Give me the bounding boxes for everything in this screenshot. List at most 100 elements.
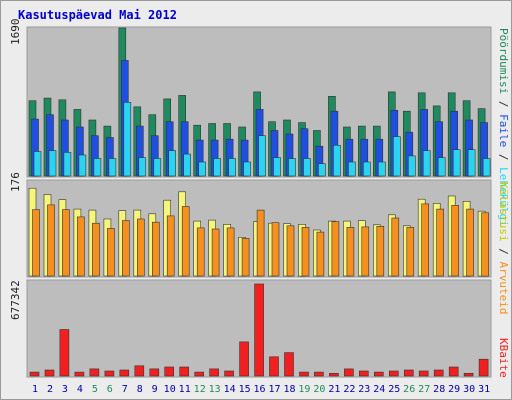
bar-hits	[467, 149, 476, 177]
bar-visitors	[122, 220, 130, 277]
bar-bandwidth	[44, 369, 55, 377]
bar-hits	[168, 150, 176, 177]
bar-hits	[63, 152, 72, 177]
legend-pageviews: Pöördumisi	[497, 28, 510, 94]
bar-bandwidth	[463, 372, 474, 377]
day-label: 18	[283, 384, 295, 395]
day-label: 21	[328, 384, 340, 395]
day-label: 31	[478, 384, 490, 395]
bar-bandwidth	[74, 371, 85, 377]
bar-bandwidth	[104, 370, 115, 377]
day-label: 15	[239, 384, 251, 395]
bar-visitors	[211, 228, 220, 277]
bar-hits	[48, 150, 57, 177]
bar-hits	[93, 158, 102, 177]
day-label: 16	[253, 384, 265, 395]
bar-bandwidth	[314, 371, 324, 377]
bar-visitors	[196, 227, 205, 277]
bar-bandwidth	[344, 368, 354, 377]
day-axis-labels: 1 2 3 4 5 6 7 8 9 10 11 12 13 14 15 16 17 18 19 20 21 22 23 24 2…	[32, 384, 490, 395]
bar-hits	[138, 157, 147, 177]
bar-visitors	[92, 222, 100, 277]
legend-visitors: Arvuteid	[497, 261, 510, 314]
bar-visitors	[32, 209, 40, 277]
bar-bandwidth	[448, 366, 459, 377]
bar-hits	[273, 157, 281, 177]
bar-hits	[108, 158, 117, 177]
bar-visitors	[346, 227, 355, 277]
bar-hits	[288, 158, 296, 177]
legend-separator: /	[497, 242, 510, 262]
bar-visitors	[256, 209, 265, 277]
bar-hits	[123, 102, 132, 177]
bottom-panel-legend: KBaite	[497, 338, 510, 378]
bar-hits	[348, 161, 356, 177]
bar-bandwidth	[59, 329, 70, 377]
bar-hits	[422, 150, 431, 177]
bar-hits	[78, 154, 87, 177]
bar-bandwidth	[134, 365, 145, 377]
day-label: 1	[32, 384, 38, 395]
bar-visitors	[316, 231, 325, 277]
bar-hits	[452, 149, 461, 177]
bar-hits	[153, 158, 162, 177]
bar-hits	[318, 163, 326, 177]
bar-bandwidth	[254, 283, 264, 377]
bar-visitors	[181, 206, 190, 277]
bar-hits	[198, 161, 206, 177]
bar-bandwidth	[239, 341, 249, 377]
bar-visitors	[376, 226, 385, 277]
day-label: 11	[179, 384, 191, 395]
day-label: 29	[448, 384, 460, 395]
bar-visitors	[286, 225, 295, 277]
bar-bandwidth	[478, 358, 489, 377]
bar-hits	[258, 135, 266, 177]
bar-visitors	[152, 221, 160, 277]
bar-hits	[482, 158, 491, 177]
bottom-panel-ymax-label: 677342	[9, 280, 22, 320]
bar-hits	[362, 161, 371, 177]
legend-separator: /	[497, 94, 510, 114]
day-label: 10	[164, 384, 176, 395]
bar-hits	[228, 158, 236, 177]
bar-visitors	[107, 228, 115, 277]
day-label: 24	[373, 384, 385, 395]
bar-hits	[437, 157, 446, 177]
bar-bandwidth	[418, 370, 429, 377]
day-label: 4	[77, 384, 83, 395]
bar-bandwidth	[269, 356, 279, 377]
bar-bandwidth	[149, 368, 160, 377]
bar-bandwidth	[403, 369, 414, 377]
bar-visitors	[451, 205, 460, 277]
day-label: 26	[403, 384, 415, 395]
bar-bandwidth	[29, 371, 40, 377]
day-label: 6	[107, 384, 113, 395]
bar-visitors	[226, 227, 235, 277]
bar-bandwidth	[358, 370, 369, 377]
bar-bandwidth	[89, 368, 100, 377]
bar-visitors	[77, 216, 85, 277]
bar-hits	[303, 158, 311, 177]
day-label: 9	[152, 384, 158, 395]
day-label: 20	[313, 384, 325, 395]
middle-panel-ymax-label: 176	[9, 172, 22, 192]
bar-bandwidth	[209, 368, 219, 377]
bar-bandwidth	[329, 372, 339, 377]
middle-panel-bars	[28, 187, 489, 277]
legend-files: Faile	[497, 114, 510, 147]
bar-hits	[213, 158, 221, 177]
bar-bandwidth	[373, 371, 384, 377]
day-label: 12	[194, 384, 206, 395]
bar-bandwidth	[284, 352, 294, 377]
bar-visitors	[466, 208, 474, 277]
bar-visitors	[481, 212, 489, 277]
day-label: 2	[47, 384, 53, 395]
bar-hits	[333, 145, 341, 177]
bar-hits	[243, 161, 251, 177]
day-label: 27	[418, 384, 430, 395]
bar-hits	[407, 155, 416, 177]
bar-hits	[33, 151, 42, 177]
top-panel-legend: Pöördumisi / Faile / Lehekülgi	[497, 28, 510, 227]
bar-bandwidth	[433, 369, 444, 377]
